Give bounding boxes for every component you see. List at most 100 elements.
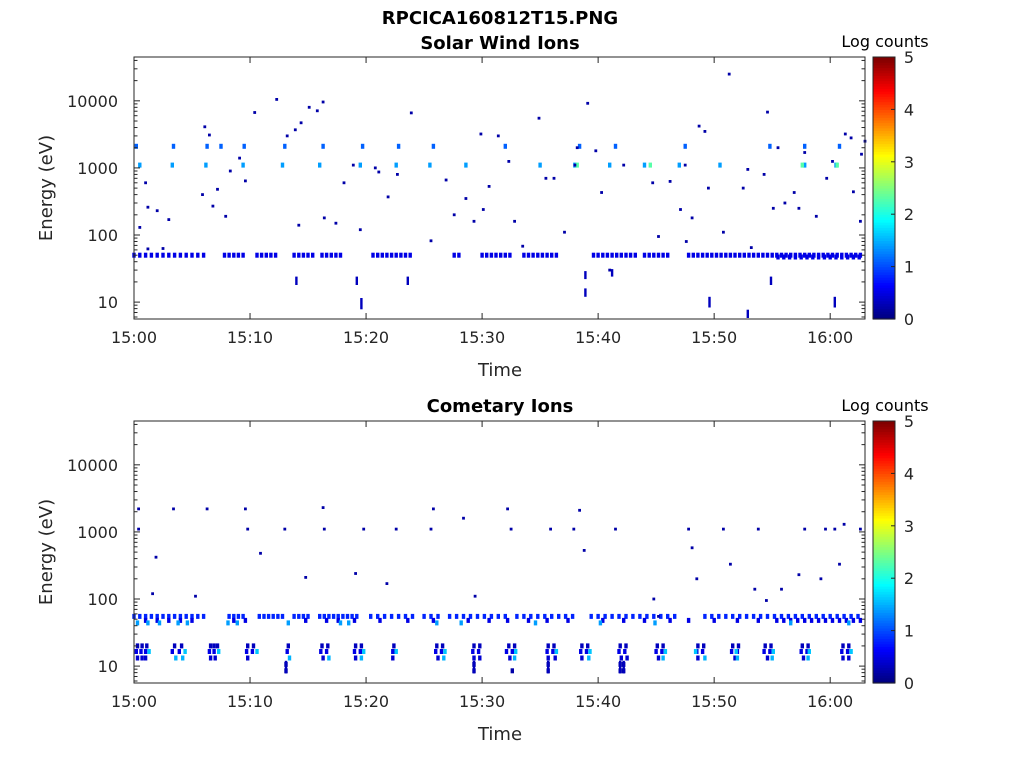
heatmap-cell bbox=[847, 643, 851, 649]
streak bbox=[295, 276, 298, 285]
sparse-point bbox=[746, 168, 750, 171]
heatmap-cell bbox=[841, 643, 845, 649]
colorbar-segment bbox=[873, 680, 895, 684]
heatmap-cell bbox=[580, 655, 584, 661]
colorbar-segment bbox=[873, 201, 895, 205]
colorbar-segment bbox=[873, 305, 895, 310]
colorbar-segment bbox=[873, 586, 895, 590]
streak bbox=[610, 269, 614, 277]
colorbar-segment bbox=[873, 570, 895, 574]
heatmap-cell bbox=[353, 643, 358, 649]
heatmap-cell bbox=[235, 620, 239, 626]
heatmap-cell bbox=[271, 613, 275, 619]
colorbar-segment bbox=[873, 261, 895, 265]
heatmap-cell bbox=[478, 655, 482, 661]
heatmap-cell bbox=[768, 143, 772, 149]
heatmap-cell bbox=[241, 252, 245, 258]
sparse-point bbox=[780, 587, 783, 591]
heatmap-cell bbox=[807, 613, 811, 619]
colorbar-segment bbox=[873, 140, 895, 145]
sparse-point bbox=[753, 587, 757, 591]
axes-cometary: 15:00 15:10 15:20 15:30 15:40 15:50 16:00 10 100… bbox=[67, 421, 865, 711]
colorbar-segment bbox=[873, 426, 895, 430]
heatmap-cell bbox=[617, 613, 621, 619]
heatmap-cell bbox=[768, 649, 772, 654]
sparse-point bbox=[729, 562, 732, 566]
sparse-point bbox=[703, 130, 707, 133]
heatmap-cell bbox=[244, 649, 249, 654]
colorbar-segment bbox=[873, 77, 895, 82]
heatmap-cell bbox=[447, 613, 452, 619]
heatmap-cell bbox=[703, 613, 707, 619]
heatmap-cell bbox=[660, 649, 664, 654]
heatmap-cell bbox=[499, 252, 503, 258]
colorbar-frame bbox=[872, 56, 896, 320]
sparse-point bbox=[473, 594, 477, 598]
colorbar-segment bbox=[873, 423, 895, 427]
sparse-point bbox=[521, 244, 525, 248]
sparse-point bbox=[537, 116, 541, 120]
sparse-point bbox=[695, 577, 699, 581]
x-tick-label: 15:20 bbox=[343, 692, 389, 711]
colorbar-segment bbox=[873, 609, 895, 613]
sparse-point bbox=[496, 134, 500, 138]
sparse-point bbox=[651, 181, 655, 185]
heatmap-cell bbox=[642, 617, 647, 623]
colorbar-segment bbox=[873, 248, 895, 252]
heatmap-cell bbox=[334, 252, 338, 258]
heatmap-cell bbox=[155, 617, 159, 623]
heatmap-cell bbox=[472, 643, 476, 649]
sparse-point bbox=[275, 98, 279, 101]
heatmap-cell bbox=[666, 613, 670, 619]
colorbar-segment bbox=[873, 64, 895, 69]
colorbar-segment bbox=[873, 552, 895, 556]
heatmap-cell bbox=[822, 254, 827, 260]
heatmap-cell bbox=[327, 655, 331, 661]
heatmap-cell bbox=[510, 668, 514, 674]
heatmap-cell bbox=[718, 162, 722, 168]
sparse-point bbox=[321, 506, 325, 509]
colorbar-segment bbox=[873, 284, 895, 289]
heatmap-cell bbox=[677, 162, 681, 168]
y-tick-label: 10 bbox=[98, 293, 118, 312]
heatmap-cell bbox=[769, 643, 773, 649]
heatmap-cell bbox=[849, 252, 853, 258]
heatmap-cell bbox=[799, 649, 803, 654]
figure-title: RPCICA160812T15.PNG bbox=[382, 8, 618, 29]
heatmap-cell bbox=[324, 649, 329, 654]
heatmap-cell bbox=[297, 613, 301, 619]
heatmap-cell bbox=[190, 613, 194, 619]
colorbar-segment bbox=[873, 476, 895, 480]
heatmap-cell bbox=[170, 649, 174, 654]
sparse-point bbox=[354, 572, 357, 575]
colorbar-tick-label: 4 bbox=[904, 464, 914, 483]
colorbar-tick-label: 2 bbox=[904, 569, 914, 588]
heatmap-cell bbox=[655, 643, 659, 649]
heatmap-cell bbox=[471, 649, 475, 654]
sparse-point bbox=[351, 163, 355, 167]
heatmap-cell bbox=[410, 613, 415, 619]
heatmap-cell bbox=[536, 613, 540, 619]
heatmap-cell bbox=[854, 252, 858, 258]
heatmap-cell bbox=[807, 252, 811, 258]
heatmap-cell bbox=[742, 252, 746, 258]
heatmap-cell bbox=[190, 252, 194, 258]
sparse-point bbox=[228, 169, 232, 173]
sparse-point bbox=[843, 132, 847, 136]
colorbar-segment bbox=[873, 638, 895, 642]
colorbar-segment bbox=[873, 620, 895, 624]
heatmap-cell bbox=[566, 617, 570, 623]
colorbar-segment bbox=[873, 612, 895, 616]
heatmap-cell bbox=[705, 252, 709, 258]
heatmap-cell bbox=[480, 252, 484, 258]
streak bbox=[833, 296, 836, 308]
colorbar-segment bbox=[873, 70, 895, 74]
colorbar-segment bbox=[873, 580, 895, 585]
heatmap-cell bbox=[856, 613, 860, 619]
heatmap-cell bbox=[638, 613, 642, 619]
heatmap-cell bbox=[236, 252, 241, 258]
sparse-point bbox=[838, 562, 841, 566]
heatmap-cell bbox=[174, 655, 178, 661]
colorbar-segment bbox=[873, 177, 895, 181]
heatmap-cell bbox=[596, 252, 600, 258]
